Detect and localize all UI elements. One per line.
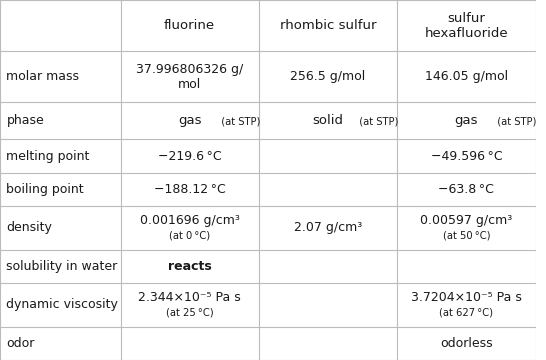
Text: phase: phase [7, 114, 44, 127]
Text: 0.00597 g/cm³: 0.00597 g/cm³ [420, 213, 513, 226]
Text: gas: gas [455, 114, 478, 127]
Text: (at 25 °C): (at 25 °C) [166, 308, 213, 318]
Text: density: density [7, 221, 52, 234]
Text: −188.12 °C: −188.12 °C [154, 183, 225, 196]
Text: 146.05 g/mol: 146.05 g/mol [425, 70, 508, 83]
Text: molar mass: molar mass [7, 70, 79, 83]
Text: 256.5 g/mol: 256.5 g/mol [290, 70, 365, 83]
Text: 0.001696 g/cm³: 0.001696 g/cm³ [140, 213, 240, 226]
Text: 2.344×10⁻⁵ Pa s: 2.344×10⁻⁵ Pa s [138, 291, 241, 303]
Text: sulfur
hexafluoride: sulfur hexafluoride [424, 12, 508, 40]
Text: (at 627 °C): (at 627 °C) [440, 308, 494, 318]
Text: dynamic viscosity: dynamic viscosity [7, 298, 118, 311]
Text: gas: gas [178, 114, 201, 127]
Text: reacts: reacts [168, 260, 211, 273]
Text: rhombic sulfur: rhombic sulfur [280, 19, 376, 32]
Text: solid: solid [312, 114, 343, 127]
Text: (at STP): (at STP) [491, 117, 537, 127]
Text: odorless: odorless [440, 337, 492, 350]
Text: −49.596 °C: −49.596 °C [430, 150, 502, 163]
Text: (at 0 °C): (at 0 °C) [169, 231, 210, 241]
Text: (at STP): (at STP) [215, 117, 260, 127]
Text: (at STP): (at STP) [353, 117, 398, 127]
Text: 2.07 g/cm³: 2.07 g/cm³ [294, 221, 362, 234]
Text: boiling point: boiling point [7, 183, 84, 196]
Text: (at 50 °C): (at 50 °C) [443, 231, 490, 241]
Text: −219.6 °C: −219.6 °C [158, 150, 222, 163]
Text: odor: odor [7, 337, 35, 350]
Text: solubility in water: solubility in water [7, 260, 118, 273]
Text: fluorine: fluorine [164, 19, 215, 32]
Text: 3.7204×10⁻⁵ Pa s: 3.7204×10⁻⁵ Pa s [411, 291, 522, 303]
Text: 37.996806326 g/
mol: 37.996806326 g/ mol [136, 63, 244, 91]
Text: melting point: melting point [7, 150, 90, 163]
Text: −63.8 °C: −63.8 °C [438, 183, 494, 196]
